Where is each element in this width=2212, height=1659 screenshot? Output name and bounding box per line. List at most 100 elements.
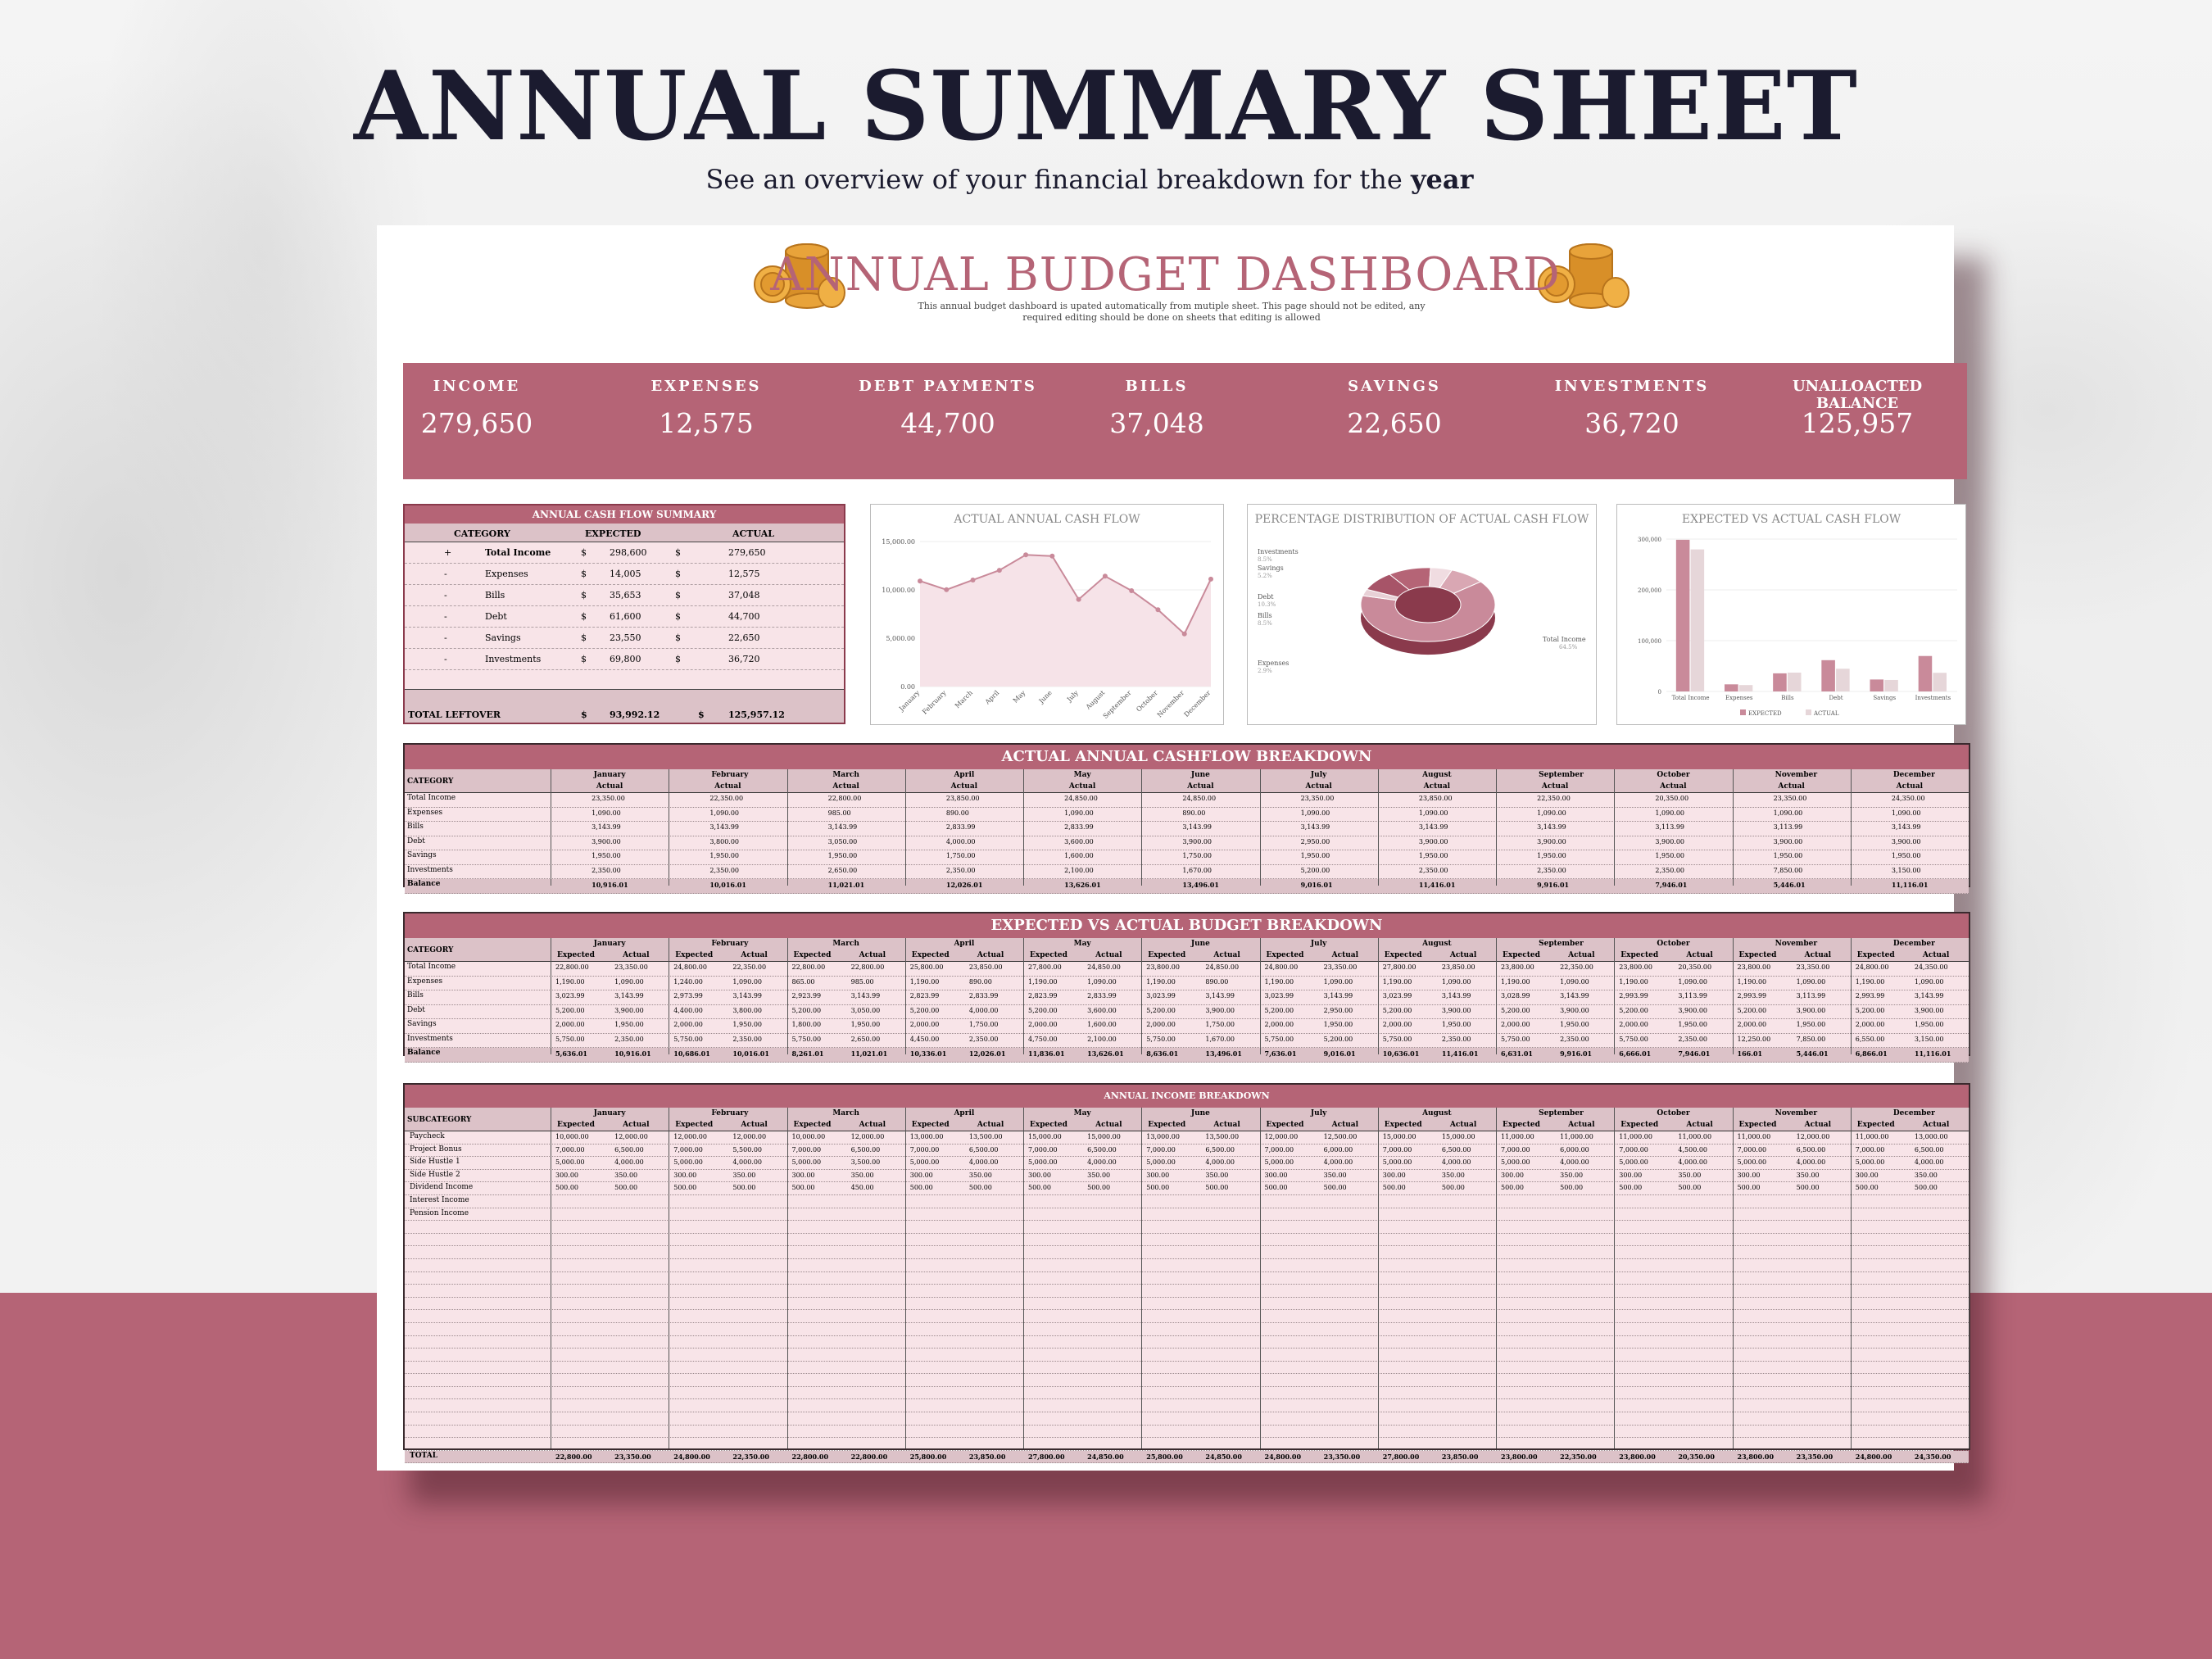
cell-value: 1,950.00	[1914, 1021, 1944, 1028]
summary-expected: 14,005	[610, 569, 641, 579]
bar	[1773, 673, 1787, 691]
table-row: Debt 5,200.00 3,900.00 4,400.00 3,800.00 5,20…	[405, 1005, 1969, 1019]
cell-value: 1,950.00	[732, 1021, 762, 1028]
empty-row	[405, 1374, 1969, 1387]
cell-value: 2,993.99	[1619, 992, 1648, 999]
cell-value: 23,800.00	[1501, 1452, 1538, 1461]
cell-value: 3,050.00	[850, 1006, 881, 1014]
cell-value: 11,021.01	[850, 1049, 888, 1058]
cell-value: 3,900.00	[1441, 1006, 1471, 1014]
month-header: July	[1310, 1109, 1327, 1117]
summary-row: - Expenses $14,005 $12,575	[405, 564, 844, 585]
x-tick-label: Expenses	[1725, 695, 1753, 701]
cell-value: 23,850.00	[1441, 963, 1475, 971]
x-tick-label: April	[983, 689, 1000, 706]
cell-value: 1,090.00	[1678, 977, 1707, 986]
cell-value: 22,350.00	[709, 795, 744, 802]
cell-value: 350.00	[732, 1171, 756, 1179]
cell-value: 10,016.01	[732, 1049, 769, 1058]
sub-header-expected: Expected	[1030, 1121, 1067, 1129]
cell-value: 300.00	[555, 1171, 578, 1179]
cell-value: 7,850.00	[1796, 1035, 1826, 1043]
sub-header-expected: Expected	[1620, 1121, 1659, 1129]
sub-header-actual: Actual	[1068, 782, 1096, 791]
cell-value: 1,190.00	[1501, 977, 1530, 986]
cell-value: 13,496.01	[1205, 1049, 1242, 1058]
row-label: Project Bonus	[410, 1145, 462, 1154]
cell-value: 3,900.00	[1773, 837, 1803, 845]
cell-value: 3,900.00	[592, 837, 621, 845]
summary-expected: 298,600	[610, 547, 647, 558]
row-label: Side Hustle 1	[410, 1158, 460, 1167]
sub-header-expected: Expected	[675, 1121, 714, 1129]
sub-header-actual: Actual	[1095, 1121, 1122, 1129]
sub-header-actual: Actual	[950, 782, 978, 791]
table-header: SUBCATEGORY January Expected Actual February…	[405, 1108, 1969, 1131]
summary-title: ANNUAL CASH FLOW SUMMARY	[405, 505, 844, 524]
cell-value: 27,800.00	[1382, 963, 1416, 971]
sub-header-actual: Actual	[1896, 782, 1924, 791]
sub-header-actual: Actual	[623, 951, 650, 959]
cell-value: 2,350.00	[1560, 1035, 1589, 1043]
cell-value: 3,900.00	[1796, 1006, 1826, 1014]
column-divider	[1259, 938, 1261, 1054]
month-header: February	[711, 771, 749, 779]
cell-value: 2,000.00	[1382, 1021, 1412, 1028]
cell-value: 7,000.00	[673, 1145, 703, 1154]
cell-value: 1,600.00	[1064, 852, 1094, 859]
cell-value: 890.00	[1182, 809, 1206, 817]
pie-slice	[1360, 581, 1496, 642]
legend-label: ACTUAL	[1813, 710, 1839, 717]
kpi-card: UNALLOACTED BALANCE 125,957	[1755, 363, 1960, 479]
cell-value: 3,900.00	[1560, 1006, 1589, 1014]
sub-header-expected: Expected	[1266, 951, 1304, 959]
column-divider	[1614, 938, 1616, 1054]
cell-value: 350.00	[614, 1171, 638, 1179]
month-header: December	[1892, 1109, 1935, 1117]
sub-header-actual: Actual	[977, 951, 1004, 959]
cell-value: 3,143.99	[850, 992, 881, 999]
cell-value: 2,350.00	[732, 1035, 762, 1043]
cell-value: 22,800.00	[791, 963, 826, 971]
cell-value: 10,636.01	[1382, 1049, 1420, 1058]
cell-value: 350.00	[968, 1171, 992, 1179]
column-divider	[786, 938, 788, 1054]
sub-header-expected: Expected	[1266, 1121, 1304, 1129]
cell-value: 5,750.00	[1382, 1035, 1412, 1043]
sub-header-actual: Actual	[1449, 951, 1477, 959]
cell-value: 3,900.00	[1182, 837, 1212, 845]
cell-value: 13,496.01	[1182, 881, 1219, 889]
row-label: Total Income	[407, 794, 456, 802]
sub-header-actual: Actual	[1423, 782, 1451, 791]
summary-column-headers: CATEGORY EXPECTED ACTUAL	[405, 524, 844, 542]
column-divider	[1496, 938, 1497, 1054]
cell-value: 2,000.00	[1855, 1021, 1885, 1028]
cell-value: 6,666.01	[1619, 1049, 1652, 1058]
pie-label: Savings	[1258, 564, 1284, 572]
cell-value: 5,000.00	[1501, 1158, 1530, 1167]
empty-row	[405, 1323, 1969, 1336]
expected-vs-actual-bar-chart: EXPECTED VS ACTUAL CASH FLOW 0 100,000 200…	[1616, 504, 1966, 725]
cell-value: 2,833.99	[1087, 992, 1117, 999]
currency-symbol: $	[675, 632, 681, 643]
cell-value: 23,850.00	[1441, 1452, 1479, 1461]
cell-value: 5,000.00	[791, 1158, 822, 1167]
actual-cashflow-table: ACTUAL ANNUAL CASHFLOW BREAKDOWN CATEGORY…	[403, 743, 1970, 894]
x-tick-label: August	[1084, 689, 1107, 712]
pie-chart-svg: Total Income64.5%Expenses2.9%Bills8.5%De…	[1258, 548, 1586, 674]
cell-value: 24,350.00	[1914, 1452, 1951, 1461]
summary-total-row: TOTAL LEFTOVER $ 93,992.12 $ 125,957.12	[405, 689, 844, 723]
cell-value: 6,500.00	[1796, 1145, 1826, 1154]
total-row: TOTAL 22,800.00 23,350.00 24,800.00 22,350.0…	[405, 1450, 1969, 1464]
cell-value: 1,090.00	[1891, 809, 1921, 817]
cell-value: 7,000.00	[1501, 1145, 1530, 1154]
summary-expected: 61,600	[610, 611, 641, 622]
table-row: Expenses 1,190.00 1,090.00 1,240.00 1,090.00…	[405, 977, 1969, 990]
row-label: Paycheck	[410, 1132, 445, 1140]
cell-value: 300.00	[1501, 1171, 1524, 1179]
x-tick-label: November	[1156, 689, 1185, 718]
cell-value: 11,000.00	[1560, 1133, 1593, 1140]
sub-header-expected: Expected	[1856, 951, 1895, 959]
row-label: Interest Income	[410, 1195, 469, 1204]
cell-value: 5,200.00	[1300, 866, 1330, 874]
